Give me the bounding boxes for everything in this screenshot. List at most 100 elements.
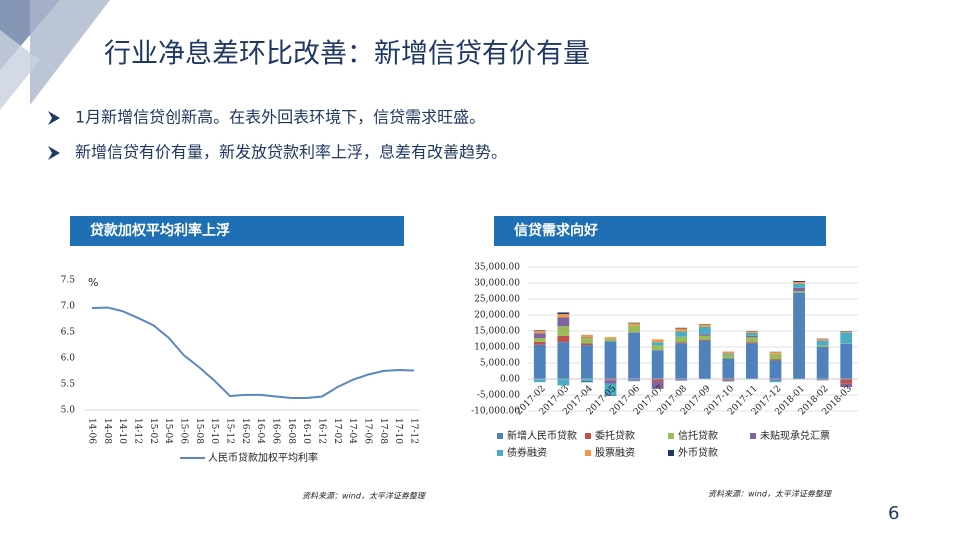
legend-swatch xyxy=(497,433,503,439)
bar-segment xyxy=(533,331,546,334)
chart-header xyxy=(70,216,404,246)
y-tick-label: 5.0 xyxy=(61,406,76,416)
bar-segment xyxy=(533,341,546,345)
bar-segment xyxy=(675,343,688,379)
y-tick-label: 7.5 xyxy=(61,276,76,286)
x-tick-label: 17-02 xyxy=(332,418,342,444)
x-tick-label: 16-06 xyxy=(271,418,281,444)
bar-segment xyxy=(746,342,758,344)
x-tick-label: 14-08 xyxy=(102,418,112,444)
bar-segment xyxy=(722,358,735,379)
y-tick-label: 25,000.00 xyxy=(474,295,520,305)
bar-segment xyxy=(557,342,570,379)
x-tick-label: 14-10 xyxy=(117,418,127,444)
bar-segment xyxy=(557,379,570,386)
y-tick-label: 5.5 xyxy=(61,380,76,390)
bar-segment xyxy=(628,379,640,381)
bar-segment xyxy=(581,379,593,382)
bar-segment xyxy=(581,345,593,379)
bar-segment xyxy=(651,342,664,346)
legend-swatch xyxy=(668,433,674,439)
y-tick-label: -5,000.00 xyxy=(477,391,520,401)
decor xyxy=(0,30,40,110)
bar-segment xyxy=(722,379,735,380)
x-tick-label: 15-10 xyxy=(209,418,219,444)
bar-segment xyxy=(533,338,546,342)
bullet-icon xyxy=(48,146,60,160)
bar-segment xyxy=(604,337,617,339)
legend-swatch xyxy=(585,450,591,456)
bar-segment xyxy=(651,339,664,343)
bar-segment xyxy=(581,381,593,383)
bar-segment xyxy=(604,338,617,342)
bar-segment xyxy=(581,343,593,346)
bar-segment xyxy=(628,380,640,382)
bar-segment xyxy=(769,380,782,383)
legend-label: 人民币贷款加权平均利率 xyxy=(208,451,318,464)
bar-segment xyxy=(840,332,853,344)
y-tick-label: 35,000.00 xyxy=(474,263,520,273)
legend-label: 外币贷款 xyxy=(678,446,718,459)
bar-segment xyxy=(698,335,711,340)
bar-segment xyxy=(698,324,711,327)
bar-segment xyxy=(604,379,617,381)
chart-header xyxy=(494,216,826,246)
source: 资料来源：wind，太平洋证券整理 xyxy=(302,492,426,501)
bar-segment xyxy=(533,333,546,339)
chart-title: 贷款加权平均利率上浮 xyxy=(90,222,230,239)
bar-segment xyxy=(698,334,711,336)
y-tick-label: 30,000.00 xyxy=(474,279,520,289)
bar-segment xyxy=(651,387,664,389)
y-tick-label: 7.0 xyxy=(61,302,76,312)
x-tick-label: 15-06 xyxy=(179,418,189,444)
bar-segment xyxy=(581,337,593,339)
bar-segment xyxy=(746,331,758,333)
y-tick-label: 20,000.00 xyxy=(474,311,520,321)
line xyxy=(91,306,415,400)
y-tick-label: 15,000.00 xyxy=(474,327,520,337)
bar-segment xyxy=(533,330,546,331)
x-tick-label: 14-06 xyxy=(87,418,97,444)
bar-segment xyxy=(557,317,570,327)
bar-segment xyxy=(746,332,758,336)
bar-segment xyxy=(816,339,829,341)
x-tick-label: 15-04 xyxy=(163,418,173,444)
chart-title: 信贷需求向好 xyxy=(514,222,598,239)
bar-segment xyxy=(769,360,782,379)
bar-segment xyxy=(722,353,735,355)
bar-segment xyxy=(675,328,688,332)
x-tick-label: 16-10 xyxy=(301,418,311,444)
y-unit: % xyxy=(88,276,98,289)
y-tick-label: -10,000.00 xyxy=(471,407,520,417)
bar-segment xyxy=(675,336,688,343)
bar-segment xyxy=(675,342,688,344)
bar-segment xyxy=(581,338,593,344)
x-tick-label: 17-04 xyxy=(347,418,357,444)
bar-segment xyxy=(840,343,853,379)
bar-segment xyxy=(816,379,829,381)
bar-segment xyxy=(557,314,570,318)
bar-segment xyxy=(533,344,546,379)
bar-segment xyxy=(698,339,711,341)
legend-swatch xyxy=(585,433,591,439)
page-number: 6 xyxy=(888,503,899,524)
x-tick-label: 17-08 xyxy=(378,418,388,444)
bullet: 1月新增信贷创新高。在表外回表环境下，信贷需求旺盛。 xyxy=(75,108,485,127)
bar-segment xyxy=(604,380,617,384)
bar-segment xyxy=(746,337,758,343)
bar-segment xyxy=(793,287,805,291)
bar-segment xyxy=(557,335,570,343)
y-tick-label: 0.00 xyxy=(500,375,520,385)
bullet-icon xyxy=(48,111,60,125)
bar-segment xyxy=(793,281,805,283)
x-tick-label: 15-12 xyxy=(225,418,235,444)
bar-segment xyxy=(651,350,664,379)
bar-segment xyxy=(698,340,711,379)
bar-segment xyxy=(769,379,782,381)
bar-segment xyxy=(793,283,805,288)
legend-label: 信托贷款 xyxy=(678,429,718,442)
bar-segment xyxy=(675,327,688,329)
y-tick-label: 6.0 xyxy=(61,354,76,364)
legend-swatch xyxy=(497,450,503,456)
